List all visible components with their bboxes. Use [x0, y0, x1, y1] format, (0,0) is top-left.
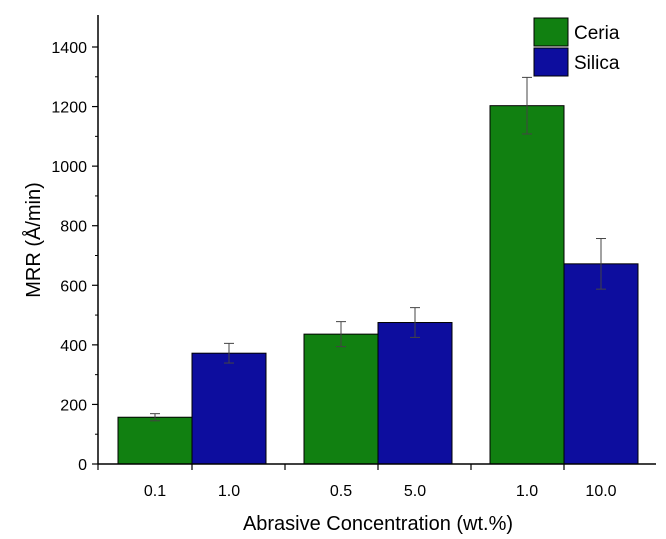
y-tick-label: 400	[60, 338, 87, 355]
x-tick-label: 0.1	[144, 483, 166, 500]
bar-silica	[563, 263, 639, 465]
x-ticks: 0.1 1.0 0.5 5.0 1.0 10.0	[97, 464, 617, 500]
bar-silica	[191, 352, 267, 465]
bar-silica	[377, 322, 453, 465]
error-bars-layer	[150, 76, 606, 422]
y-tick-label: 200	[60, 397, 87, 414]
y-tick-label: 1400	[51, 40, 87, 57]
y-tick-label: 1200	[51, 100, 87, 117]
legend-swatch-ceria	[533, 17, 569, 47]
legend-label-silica: Silica	[574, 53, 620, 74]
legend: Ceria Silica	[533, 17, 620, 77]
legend-label-ceria: Ceria	[574, 23, 620, 44]
x-tick-label: 0.5	[330, 483, 352, 500]
bars-layer	[117, 105, 639, 465]
y-tick-label: 1000	[51, 159, 87, 176]
bar-ceria	[117, 416, 193, 465]
y-tick-label: 800	[60, 219, 87, 236]
x-axis-title: Abrasive Concentration (wt.%)	[243, 513, 513, 535]
x-tick-label: 5.0	[404, 483, 426, 500]
legend-swatch-silica	[533, 47, 569, 77]
bar-ceria	[489, 105, 565, 465]
x-tick-label: 1.0	[218, 483, 240, 500]
x-tick-label: 10.0	[585, 483, 616, 500]
y-tick-label: 0	[78, 457, 87, 474]
y-tick-label: 600	[60, 278, 87, 295]
y-ticks: 0 200 400 600 800 1000 1200 1400	[51, 40, 98, 474]
y-axis-title: MRR (Å/min)	[22, 182, 45, 298]
axes	[97, 15, 656, 465]
bar-ceria	[303, 333, 379, 465]
x-tick-label: 1.0	[516, 483, 538, 500]
